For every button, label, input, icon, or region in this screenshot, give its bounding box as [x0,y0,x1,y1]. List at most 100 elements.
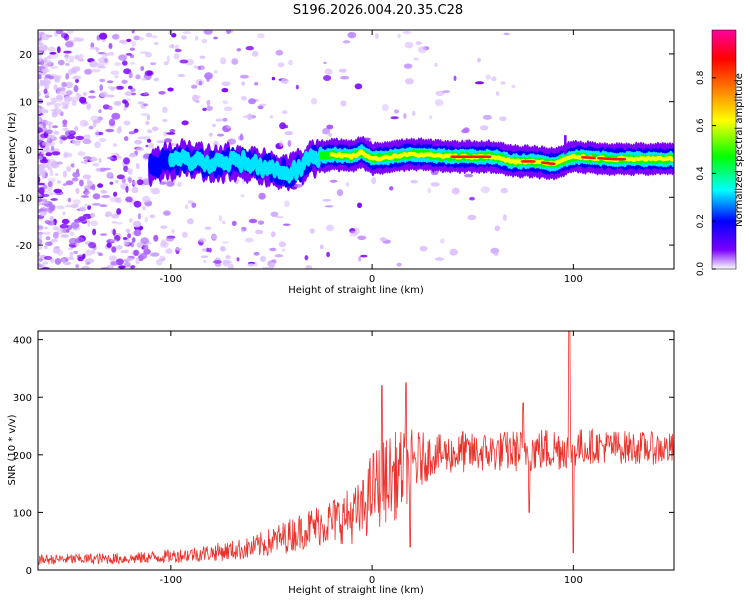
noise-speck [68,55,75,61]
x-tick-label: 100 [564,274,583,285]
noise-speck [182,31,191,34]
noise-speck [120,41,128,45]
noise-speck [38,74,42,80]
noise-speck [222,100,228,105]
noise-speck [113,191,118,197]
noise-speck [99,204,108,207]
noise-speck [163,61,169,66]
noise-speck [105,128,115,133]
noise-speck [124,91,134,96]
noise-speck [129,152,136,158]
noise-speck [140,66,145,71]
noise-speck [135,147,144,152]
noise-speck [68,237,78,245]
noise-speck [168,45,174,48]
noise-speck [40,163,49,168]
noise-speck [259,103,267,107]
noise-speck [304,255,309,261]
noise-speck [38,98,43,102]
noise-speck [133,229,142,237]
noise-speck [206,99,211,106]
noise-speck [410,179,419,184]
noise-speck [108,105,113,111]
noise-speck [174,48,182,53]
noise-speck [44,244,48,250]
noise-speck [133,249,139,257]
noise-speck [42,59,52,67]
noise-speck [61,218,70,225]
noise-speck [123,165,129,172]
noise-speck [140,237,149,245]
noise-speck [132,220,142,228]
noise-speck [56,228,64,235]
spectrogram-x-ticks: -100 0 100 [159,30,583,285]
noise-speck [65,81,73,89]
noise-speck [133,35,140,41]
noise-speck [38,107,43,115]
colorbar: 0.0 0.2 0.4 0.6 0.8 Normalized spectral ampl… [696,29,745,276]
noise-speck [63,96,72,103]
noise-speck [152,126,159,132]
noise-speck [418,46,427,54]
noise-speck [125,196,133,203]
noise-speck [98,157,102,163]
noise-speck [181,35,187,40]
noise-speck [100,233,107,236]
noise-speck [38,127,43,134]
y-tick-label: 0 [26,566,32,577]
noise-speck [70,221,80,229]
noise-speck [204,72,213,80]
noise-speck [173,53,180,60]
noise-speck [38,187,45,195]
noise-speck [108,255,117,262]
noise-speck [73,250,79,254]
noise-speck [81,195,89,198]
noise-speck [153,41,159,45]
noise-speck [146,114,151,121]
noise-speck [281,110,288,115]
noise-speck [62,211,66,216]
noise-speck [114,179,119,184]
noise-speck [138,176,143,180]
noise-speck [128,177,133,184]
noise-speck [123,157,130,165]
noise-speck [42,231,51,235]
noise-speck [49,192,57,196]
noise-speck [84,249,93,257]
noise-speck [127,168,133,174]
noise-speck [212,140,219,148]
noise-speck [47,181,53,188]
noise-speck [257,33,265,39]
noise-speck [125,98,131,102]
noise-speck [98,109,102,113]
noise-speck [118,155,122,160]
noise-speck [160,241,169,248]
noise-speck [357,202,362,209]
noise-speck [469,196,475,201]
noise-speck [105,211,113,217]
noise-speck [38,258,43,262]
noise-speck [166,132,176,135]
noise-speck [179,59,189,64]
noise-speck [123,120,131,126]
noise-speck [255,229,264,235]
noise-speck [453,75,457,82]
noise-speck [114,62,121,66]
noise-speck [435,90,445,97]
noise-speck [76,168,80,174]
noise-speck [77,58,85,62]
noise-speck [59,139,64,144]
noise-speck [111,221,117,224]
noise-speck [106,94,115,98]
noise-speck [118,54,128,61]
noise-speck [158,91,166,95]
noise-speck [97,183,104,188]
noise-speck [143,92,149,95]
y-tick-label: 20 [19,50,32,61]
noise-speck [494,225,501,232]
noise-speck [482,114,492,120]
noise-speck [109,196,118,203]
noise-speck [258,192,266,200]
noise-speck [38,176,41,184]
